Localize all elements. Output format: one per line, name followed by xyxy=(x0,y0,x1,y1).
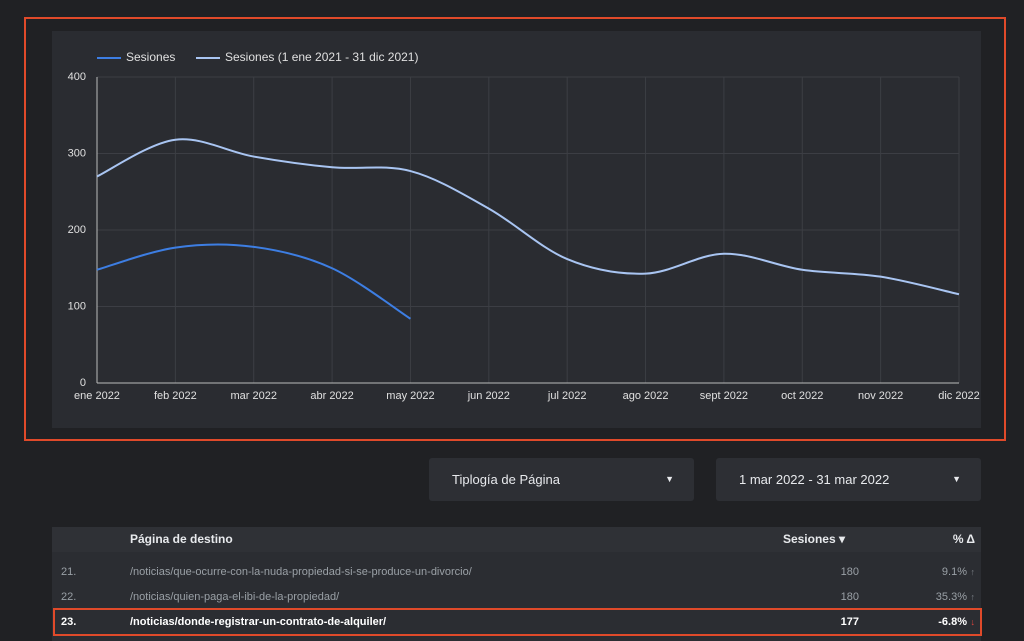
table-cell: 180 xyxy=(840,591,859,603)
x-tick-label: mar 2022 xyxy=(230,390,276,402)
series-line xyxy=(96,243,411,320)
table-row[interactable]: 23. /noticias/donde-registrar-un-contrato… xyxy=(52,610,981,635)
x-tick-label: feb 2022 xyxy=(154,390,197,402)
trend-arrow: ↑ xyxy=(970,567,976,577)
table-row[interactable]: 22. /noticias/quien-paga-el-ibi-de-la-pro… xyxy=(52,585,981,610)
table-cell: 23. xyxy=(61,616,77,628)
header-cell[interactable]: % Δ xyxy=(952,532,975,546)
table-row[interactable]: 21. /noticias/que-ocurre-con-la-nuda-prop… xyxy=(52,560,981,585)
table-cell: 21. xyxy=(61,566,77,578)
table-cell: 9.1% xyxy=(941,566,967,578)
table-header: Página de destino Sesiones ▾ % Δ xyxy=(52,527,981,552)
caret: ▼ xyxy=(665,474,674,484)
trend-arrow: ↓ xyxy=(970,617,976,627)
table-cell: /noticias/quien-paga-el-ibi-de-la-propie… xyxy=(130,591,340,603)
caret: ▼ xyxy=(952,474,961,484)
table-cell: 35.3% xyxy=(935,591,967,603)
table-cell: /noticias/donde-registrar-un-contrato-de… xyxy=(130,616,387,628)
dimension-dropdown[interactable]: Tiplogía de Página ▼ xyxy=(429,458,694,501)
table-cell: 177 xyxy=(840,616,859,628)
table-cell: /noticias/que-ocurre-con-la-nuda-propied… xyxy=(130,566,472,578)
table-cell: 180 xyxy=(840,566,859,578)
header-cell[interactable]: Página de destino xyxy=(130,532,233,546)
trend-arrow: ↑ xyxy=(970,592,976,602)
y-tick-label: 300 xyxy=(68,147,86,159)
table-cell: -6.8% xyxy=(938,616,967,628)
date-dropdown[interactable]: 1 mar 2022 - 31 mar 2022 ▼ xyxy=(716,458,981,501)
table-cell: 22. xyxy=(61,591,77,603)
header-text: Sesiones xyxy=(782,532,836,546)
y-tick-label: 400 xyxy=(68,71,86,83)
x-tick-label: oct 2022 xyxy=(781,390,823,402)
series-line xyxy=(96,138,960,296)
dropdown-label: 1 mar 2022 - 31 mar 2022 xyxy=(739,472,890,487)
x-tick-label: ago 2022 xyxy=(623,390,669,402)
legend-label: Sesiones xyxy=(126,50,175,64)
row-highlight xyxy=(53,608,982,636)
x-tick-label: nov 2022 xyxy=(858,390,903,402)
x-tick-label: jun 2022 xyxy=(467,390,510,402)
y-tick-label: 200 xyxy=(68,224,86,236)
y-tick-label: 0 xyxy=(80,377,86,389)
x-tick-label: may 2022 xyxy=(386,390,434,402)
x-tick-label: ene 2022 xyxy=(74,390,120,402)
x-tick-label: abr 2022 xyxy=(310,390,353,402)
dropdown-label: Tiplogía de Página xyxy=(452,472,560,487)
x-tick-label: sept 2022 xyxy=(700,390,748,402)
x-tick-label: dic 2022 xyxy=(938,390,980,402)
legend-label: Sesiones (1 ene 2021 - 31 dic 2021) xyxy=(225,50,418,64)
highlight-box xyxy=(24,17,1006,441)
y-tick-label: 100 xyxy=(68,300,86,312)
header-cell[interactable]: Sesiones ▾ xyxy=(782,532,845,546)
x-tick-label: jul 2022 xyxy=(547,390,587,402)
table: Página de destino Sesiones ▾ % Δ 21. /not… xyxy=(52,527,981,641)
